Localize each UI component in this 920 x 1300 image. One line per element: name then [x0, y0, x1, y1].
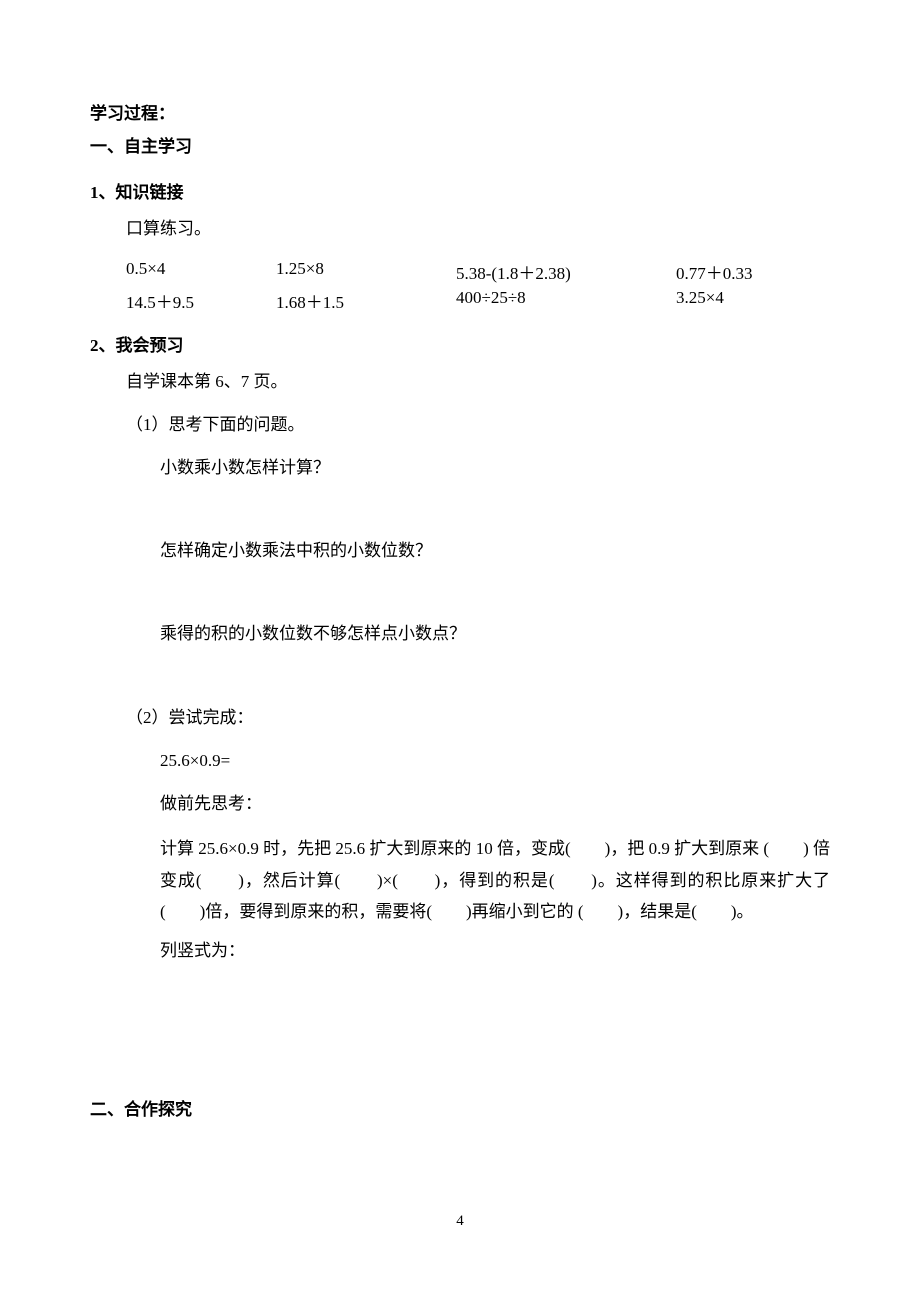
part1-title: 1、知识链接: [90, 178, 830, 203]
calc-cell: 14.5＋9.5: [126, 288, 276, 313]
calc-cell: 0.5×4: [126, 259, 276, 284]
q1c: 乘得的积的小数位数不够怎样点小数点？: [90, 620, 830, 647]
oral-practice-label: 口算练习。: [90, 215, 830, 242]
calc-cell: 1.25×8: [276, 259, 456, 284]
q2-fill-paragraph: 计算 25.6×0.9 时，先把 25.6 扩大到原来的 10 倍，变成( )，…: [90, 833, 830, 927]
calc-cell: 1.68＋1.5: [276, 288, 456, 313]
q2-heading: （2）尝试完成：: [90, 704, 830, 731]
section-collab-inquiry: 二、合作探究: [90, 1095, 830, 1120]
q1a: 小数乘小数怎样计算？: [90, 454, 830, 481]
learning-process-label: 学习过程：: [90, 100, 830, 127]
q2-calc: 25.6×0.9=: [90, 747, 830, 774]
calc-cell: 5.38-(1.8＋2.38): [456, 259, 676, 284]
calc-row: 14.5＋9.5 1.68＋1.5 400÷25÷8 3.25×4: [90, 288, 830, 313]
calc-cell: 0.77＋0.33: [676, 259, 796, 284]
q1-heading: （1）思考下面的问题。: [90, 411, 830, 438]
calc-cell: 400÷25÷8: [456, 288, 676, 313]
part2-title: 2、我会预习: [90, 331, 830, 356]
page-number: 4: [0, 1213, 920, 1230]
q1b: 怎样确定小数乘法中积的小数位数？: [90, 537, 830, 564]
self-study-label: 自学课本第 6、7 页。: [90, 368, 830, 395]
page: 学习过程： 一、自主学习 1、知识链接 口算练习。 0.5×4 1.25×8 5…: [0, 0, 920, 1300]
section-auto-learning: 一、自主学习: [90, 133, 830, 160]
q2-vertical-label: 列竖式为：: [90, 937, 830, 964]
q2-think-label: 做前先思考：: [90, 790, 830, 817]
calc-cell: 3.25×4: [676, 288, 796, 313]
calc-row: 0.5×4 1.25×8 5.38-(1.8＋2.38) 0.77＋0.33: [90, 259, 830, 284]
